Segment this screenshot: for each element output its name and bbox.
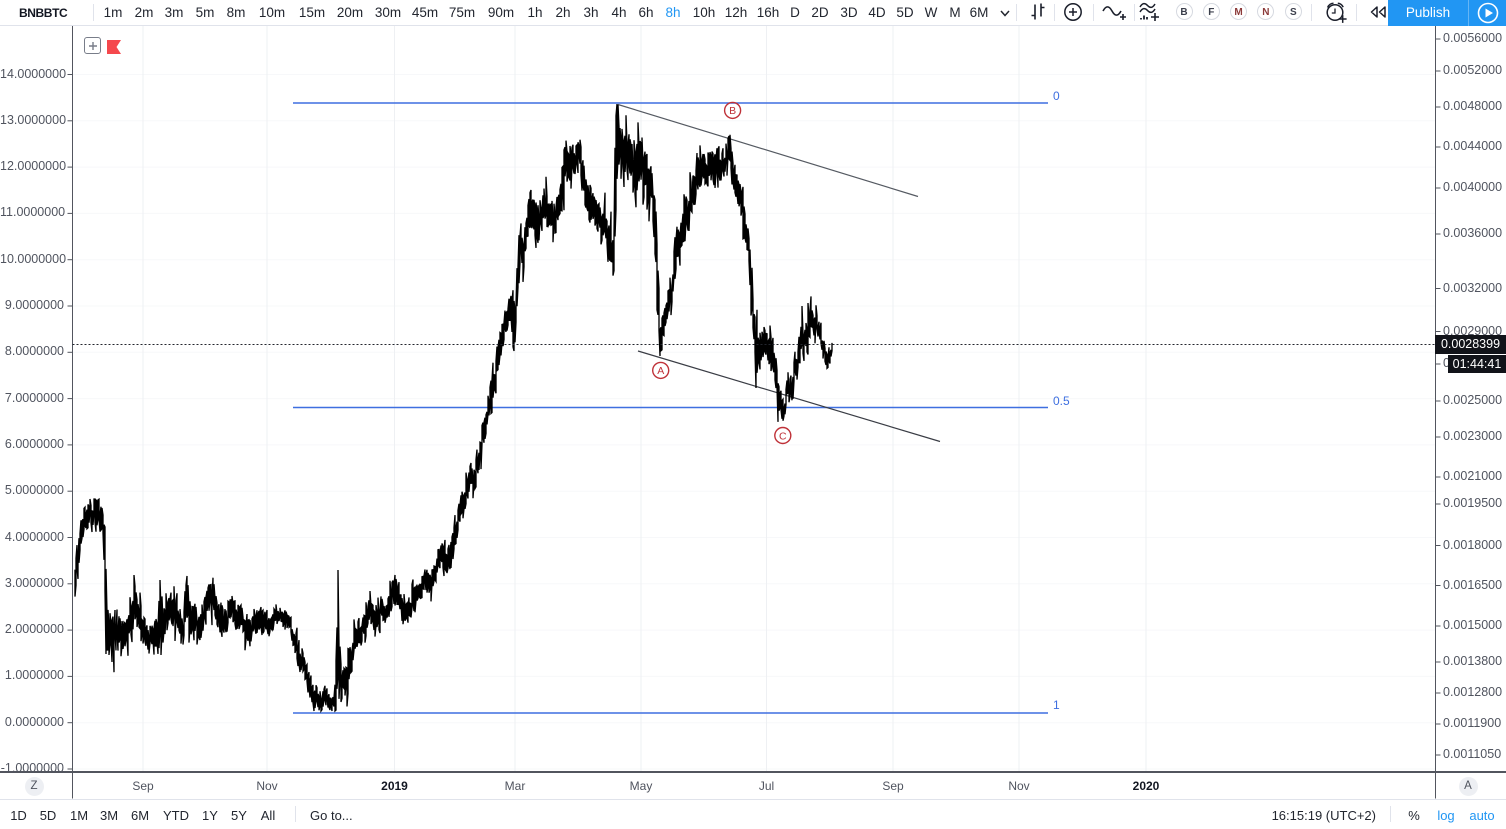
svg-text:1: 1 [1053, 698, 1060, 712]
svg-text:C: C [779, 430, 787, 442]
svg-text:A: A [657, 365, 664, 377]
svg-text:B: B [729, 105, 736, 117]
svg-text:0.5: 0.5 [1053, 394, 1070, 408]
svg-text:0: 0 [1053, 89, 1060, 103]
